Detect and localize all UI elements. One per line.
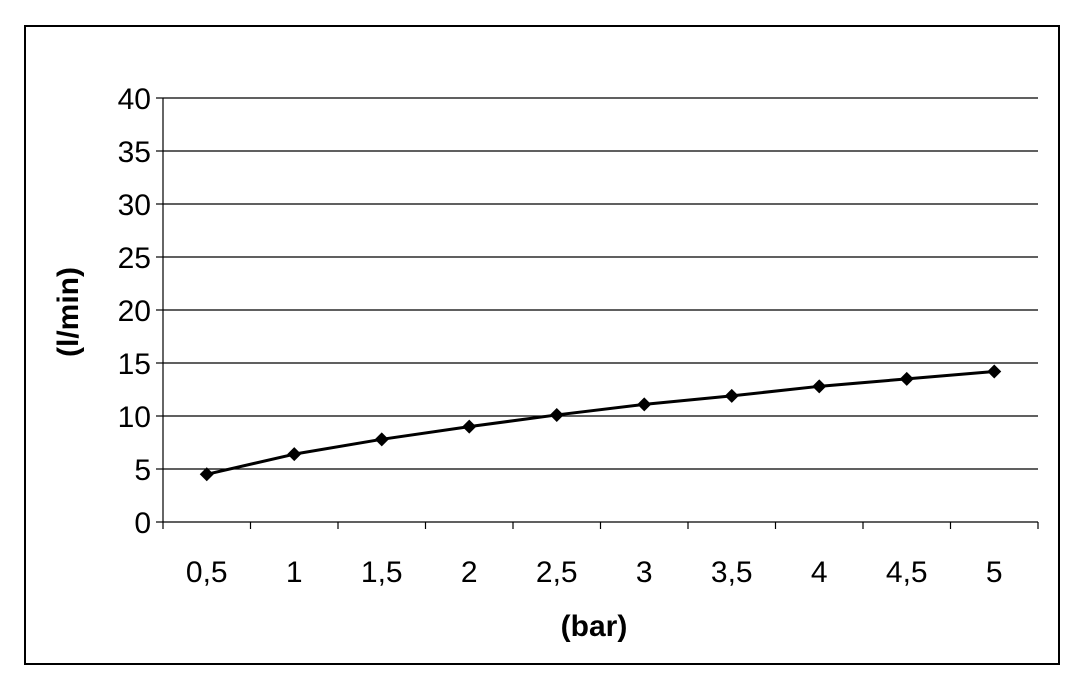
series-markers (199, 364, 1002, 482)
data-point-marker (899, 371, 914, 386)
data-point-marker (637, 397, 652, 412)
y-tick-label: 10 (118, 401, 151, 434)
y-tick-label: 25 (118, 242, 151, 275)
axes (156, 97, 1039, 529)
data-point-marker (724, 388, 739, 403)
data-point-marker (812, 379, 827, 394)
series-line (206, 369, 995, 476)
y-tick-label: 20 (118, 295, 151, 328)
x-tick-label: 3 (636, 556, 653, 589)
y-tick-label: 40 (118, 83, 151, 116)
x-tick-label: 3,5 (711, 556, 753, 589)
gridlines (163, 97, 1038, 470)
x-tick-label: 2,5 (536, 556, 578, 589)
x-tick-label: 4,5 (886, 556, 928, 589)
x-tick-label: 1 (286, 556, 303, 589)
y-tick-label: 5 (134, 454, 151, 487)
data-point-marker (549, 407, 564, 422)
series-line-path (206, 369, 995, 476)
y-tick-labels: 0 5 10 15 20 25 30 35 40 (118, 83, 151, 540)
data-point-marker (287, 447, 302, 462)
chart-frame (24, 25, 1060, 665)
x-axis-title: (bar) (561, 610, 628, 643)
y-tick-label: 30 (118, 189, 151, 222)
y-tick-label: 15 (118, 348, 151, 381)
y-tick-label: 0 (134, 507, 151, 540)
y-tick-label: 35 (118, 136, 151, 169)
x-tick-label: 1,5 (361, 556, 403, 589)
data-point-marker (199, 467, 214, 482)
y-axis-title: (l/min) (52, 267, 85, 357)
data-point-marker (987, 364, 1002, 379)
data-point-marker (374, 432, 389, 447)
x-tick-label: 5 (986, 556, 1003, 589)
x-tick-label: 0,5 (186, 556, 228, 589)
x-tick-label: 2 (461, 556, 478, 589)
x-tick-label: 4 (811, 556, 828, 589)
x-tick-labels: 0,5 1 1,5 2 2,5 3 3,5 4 4,5 5 (186, 556, 1003, 589)
data-point-marker (462, 419, 477, 434)
